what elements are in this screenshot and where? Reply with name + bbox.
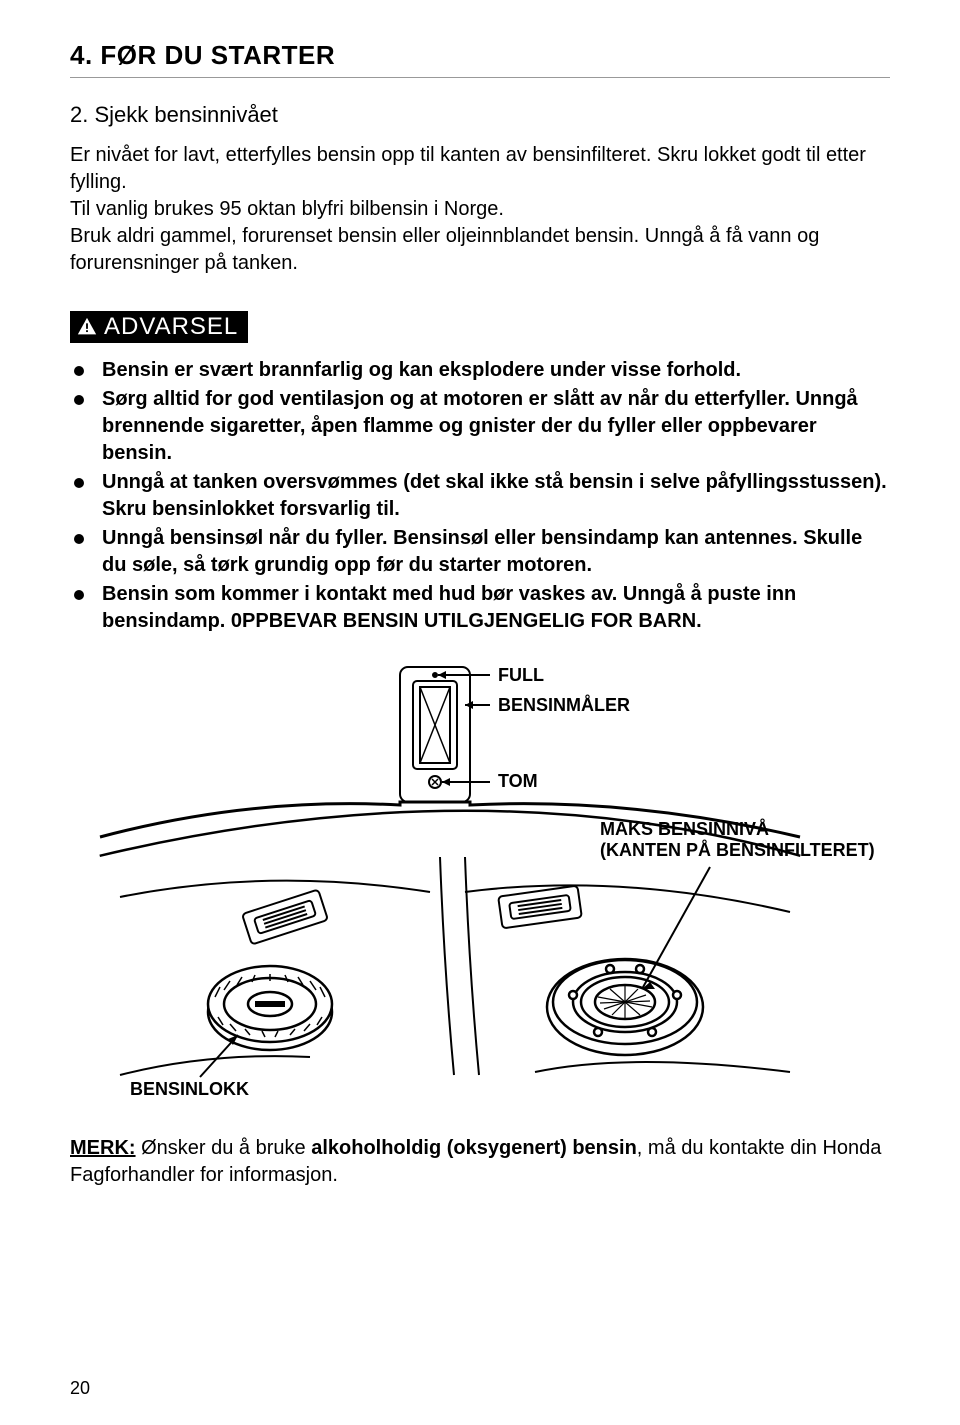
label-maks-line1: MAKS BENSINNIVÅ [600, 819, 769, 839]
note-bold: alkoholholdig (oksygenert) bensin [311, 1137, 637, 1159]
list-item: Bensin som kommer i kontakt med hud bør … [70, 581, 890, 635]
warning-badge: ADVARSEL [70, 311, 248, 343]
warning-bullet-list: Bensin er svært brannfarlig og kan ekspl… [70, 357, 890, 635]
note-label: MERK: [70, 1137, 136, 1159]
warning-icon [76, 316, 98, 338]
list-item: Unngå bensinsøl når du fyller. Bensinsøl… [70, 525, 890, 579]
note-paragraph: MERK: Ønsker du å bruke alkoholholdig (o… [70, 1135, 890, 1189]
label-bensinlokk: BENSINLOKK [130, 1079, 249, 1100]
section-heading: 4. FØR DU STARTER [70, 40, 890, 78]
label-maks: MAKS BENSINNIVÅ (KANTEN PÅ BENSINFILTERE… [600, 819, 875, 861]
label-bensinmaler: BENSINMÅLER [498, 695, 630, 716]
note-pre: Ønsker du å bruke [136, 1137, 312, 1159]
label-maks-line2: (KANTEN PÅ BENSINFILTERET) [600, 840, 875, 860]
page-number: 20 [70, 1378, 90, 1399]
subsection-title: 2. Sjekk bensinnivået [70, 102, 890, 128]
list-item: Bensin er svært brannfarlig og kan ekspl… [70, 357, 890, 384]
diagram-svg [70, 657, 890, 1107]
list-item: Unngå at tanken oversvømmes (det skal ik… [70, 469, 890, 523]
list-item: Sørg alltid for god ventilasjon og at mo… [70, 386, 890, 467]
label-full: FULL [498, 665, 544, 686]
warning-label: ADVARSEL [104, 313, 238, 341]
intro-paragraph: Er nivået for lavt, etterfylles bensin o… [70, 142, 890, 277]
label-tom: TOM [498, 771, 538, 792]
fuel-diagram: FULL BENSINMÅLER TOM MAKS BENSINNIVÅ (KA… [70, 657, 890, 1107]
